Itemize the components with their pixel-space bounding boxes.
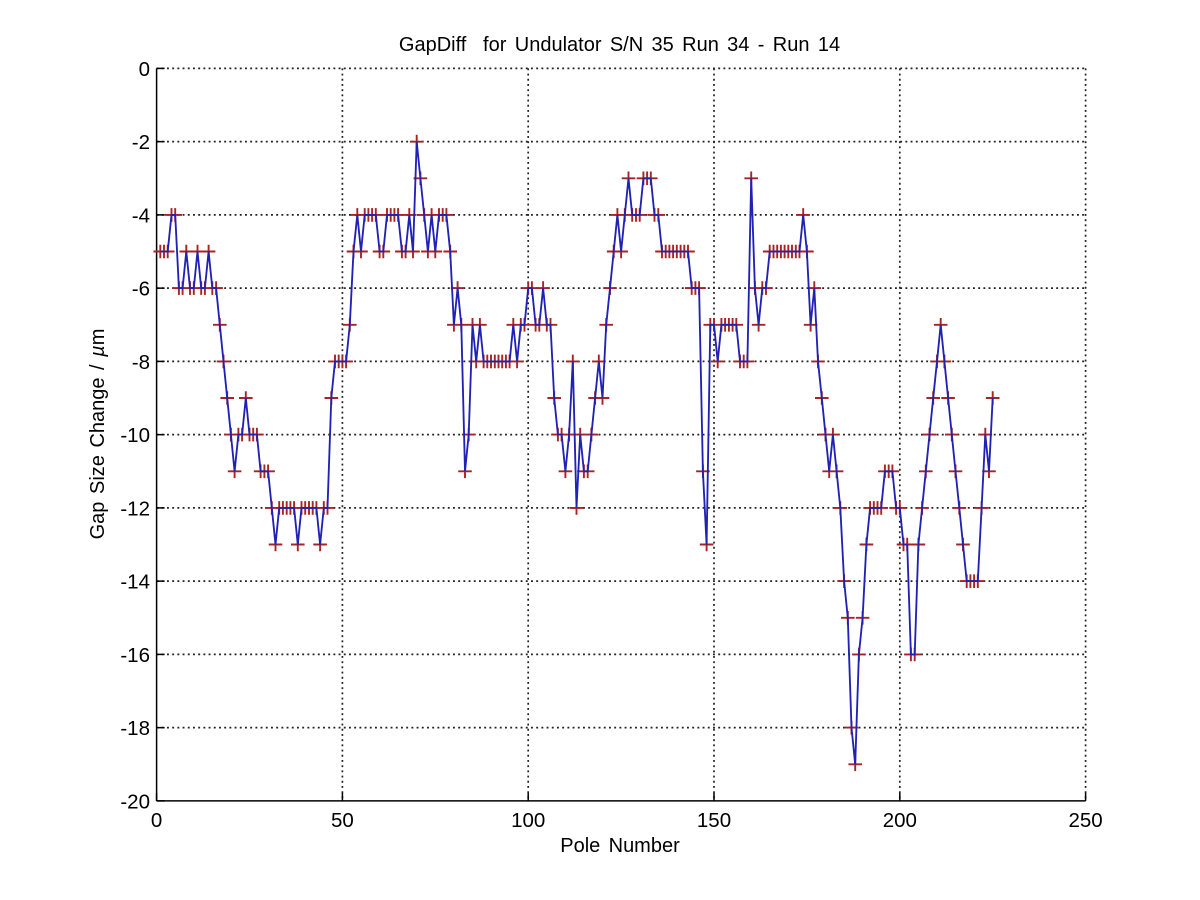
- svg-text:-8: -8: [132, 351, 150, 374]
- svg-text:-4: -4: [132, 204, 150, 227]
- svg-text:-12: -12: [120, 497, 150, 520]
- svg-text:0: 0: [151, 809, 162, 832]
- svg-text:Gap Size Change / µm: Gap Size Change / µm: [87, 329, 109, 540]
- svg-text:200: 200: [883, 809, 917, 832]
- svg-text:-10: -10: [120, 424, 150, 447]
- svg-text:-18: -18: [120, 717, 150, 740]
- svg-text:-2: -2: [132, 131, 150, 154]
- svg-text:-20: -20: [120, 790, 150, 813]
- svg-text:-6: -6: [132, 278, 150, 301]
- svg-text:100: 100: [511, 809, 545, 832]
- svg-text:50: 50: [331, 809, 354, 832]
- svg-text:GapDiff for Undulator S/N 35: GapDiff for Undulator S/N 35 Run 34 - Ru…: [399, 34, 840, 56]
- svg-text:-16: -16: [120, 644, 150, 667]
- svg-text:-14: -14: [120, 571, 150, 594]
- svg-text:150: 150: [697, 809, 731, 832]
- svg-text:Pole Number: Pole Number: [560, 835, 680, 857]
- svg-text:0: 0: [139, 58, 150, 81]
- svg-text:250: 250: [1068, 809, 1102, 832]
